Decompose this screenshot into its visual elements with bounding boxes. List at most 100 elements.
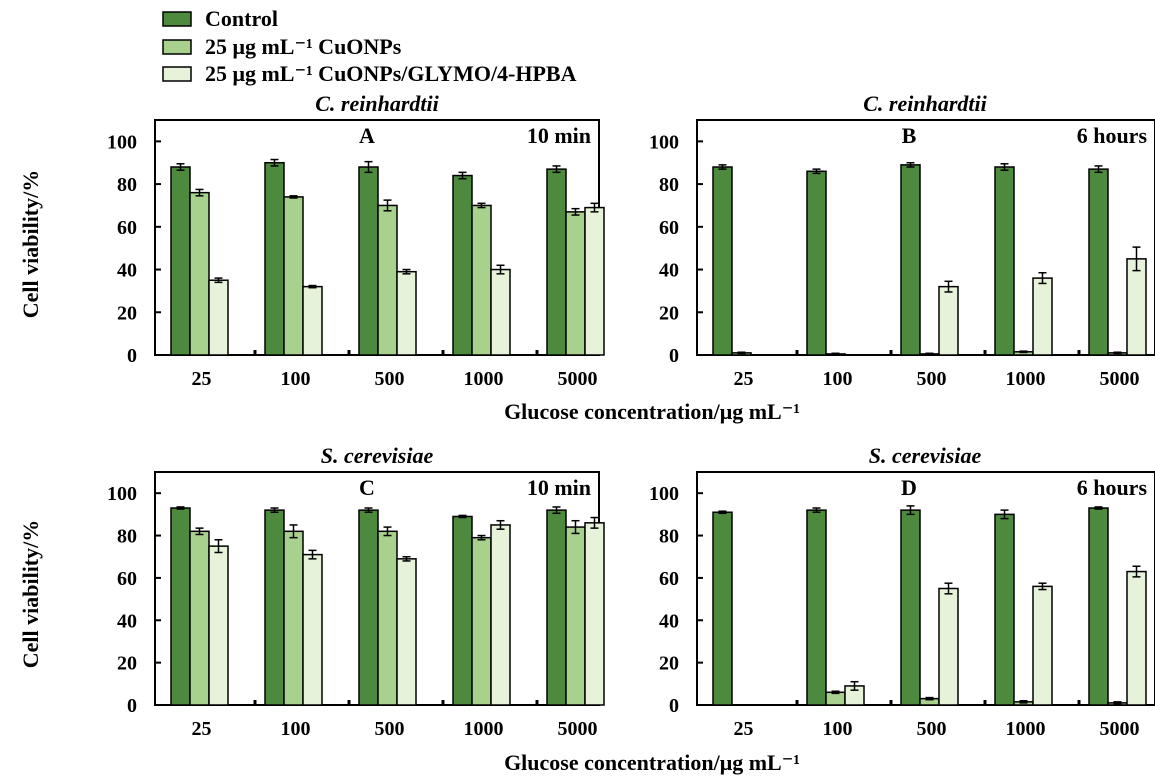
panel-title: S. cerevisiae xyxy=(869,443,982,468)
legend-swatch-cuonps-glymo xyxy=(162,66,192,82)
legend-label-control: Control xyxy=(205,6,278,31)
time-label: 6 hours xyxy=(1077,123,1148,148)
panels: C. reinhardtii A 10 min 0 20 40 60 80 100 25 100 50… xyxy=(107,91,1155,740)
bar xyxy=(452,174,473,356)
x-tick-label: 25 xyxy=(192,718,212,740)
bar xyxy=(490,524,511,706)
bar xyxy=(302,285,323,356)
panel-title: C. reinhardtii xyxy=(315,91,439,116)
bar xyxy=(358,166,379,356)
panel-title: S. cerevisiae xyxy=(321,443,434,468)
y-tick-label: 80 xyxy=(659,526,679,548)
panel-letter: B xyxy=(902,123,917,148)
bar xyxy=(1126,570,1147,706)
bar xyxy=(1088,168,1109,356)
bar xyxy=(358,509,379,706)
x-tick-label: 1000 xyxy=(1006,368,1046,390)
bar xyxy=(1126,258,1147,356)
y-tick-label: 80 xyxy=(117,526,137,548)
panel-letter: A xyxy=(359,123,375,148)
x-tick-label: 500 xyxy=(375,718,405,740)
bar xyxy=(189,530,210,706)
x-tick-label: 25 xyxy=(734,718,754,740)
x-tick-label: 100 xyxy=(823,718,853,740)
bar xyxy=(584,206,605,356)
x-tick-label: 25 xyxy=(192,368,212,390)
legend: Control 25 μg mL⁻¹ CuONPs 25 μg mL⁻¹ CuO… xyxy=(162,6,577,86)
plot-frame xyxy=(696,119,1155,356)
bar xyxy=(264,161,285,356)
x-tick-label: 5000 xyxy=(1100,368,1140,390)
bar xyxy=(170,507,191,706)
legend-swatch-control xyxy=(162,11,192,27)
bar xyxy=(546,168,567,356)
panel-c: S. cerevisiae C 10 min 0 20 40 60 80 100 25 100 500… xyxy=(107,443,605,740)
y-tick-label: 60 xyxy=(659,217,679,239)
x-tick-label: 100 xyxy=(823,368,853,390)
legend-label-cuonps: 25 μg mL⁻¹ CuONPs xyxy=(205,34,402,59)
time-label: 6 hours xyxy=(1077,475,1148,500)
bar xyxy=(994,513,1015,706)
time-label: 10 min xyxy=(527,475,591,500)
bar xyxy=(377,530,398,706)
bar xyxy=(806,509,827,706)
panel-letter: D xyxy=(901,475,917,500)
bar xyxy=(900,509,921,706)
y-axis-label-top: Cell viability/% xyxy=(18,170,43,319)
bar xyxy=(938,285,959,356)
y-tick-label: 20 xyxy=(659,653,679,675)
y-tick-label: 60 xyxy=(659,568,679,590)
y-tick-label: 0 xyxy=(127,345,137,367)
y-tick-label: 100 xyxy=(649,131,679,153)
y-tick-label: 40 xyxy=(117,610,137,632)
bar xyxy=(806,170,827,356)
bar xyxy=(396,558,417,706)
y-tick-label: 40 xyxy=(659,610,679,632)
bar xyxy=(565,211,586,356)
y-tick-label: 100 xyxy=(107,483,137,505)
bar xyxy=(170,166,191,356)
plot-frame xyxy=(696,471,1155,706)
bar xyxy=(189,191,210,356)
bar xyxy=(471,204,492,356)
bar xyxy=(264,509,285,706)
y-tick-label: 0 xyxy=(669,695,679,717)
bar xyxy=(283,196,304,356)
panel-d: S. cerevisiae D 6 hours 0 20 40 60 80 100 25 100 50… xyxy=(649,443,1155,740)
x-tick-label: 500 xyxy=(375,368,405,390)
bar xyxy=(565,526,586,706)
time-label: 10 min xyxy=(527,123,591,148)
bar xyxy=(471,536,492,706)
panel-letter: C xyxy=(359,475,375,500)
y-tick-label: 100 xyxy=(649,483,679,505)
bar xyxy=(1032,585,1053,706)
bar xyxy=(208,545,229,706)
y-tick-label: 0 xyxy=(127,695,137,717)
bar xyxy=(452,515,473,706)
x-tick-label: 500 xyxy=(917,368,947,390)
x-tick-label: 1000 xyxy=(1006,718,1046,740)
y-tick-label: 0 xyxy=(669,345,679,367)
y-tick-label: 20 xyxy=(659,302,679,324)
y-tick-label: 60 xyxy=(117,217,137,239)
x-tick-label: 5000 xyxy=(558,718,598,740)
x-tick-label: 5000 xyxy=(1100,718,1140,740)
bar xyxy=(208,279,229,356)
panel-a: C. reinhardtii A 10 min 0 20 40 60 80 100 25 100 50… xyxy=(107,91,605,390)
y-tick-label: 80 xyxy=(117,174,137,196)
bar xyxy=(546,509,567,706)
bar xyxy=(584,522,605,706)
y-tick-label: 80 xyxy=(659,174,679,196)
panel-b: C. reinhardtii B 6 hours 0 20 40 60 80 100 25 100 5… xyxy=(649,91,1155,390)
x-tick-label: 100 xyxy=(281,718,311,740)
bar xyxy=(938,587,959,706)
panel-title: C. reinhardtii xyxy=(863,91,987,116)
x-tick-label: 100 xyxy=(281,368,311,390)
bar xyxy=(712,511,733,706)
bar xyxy=(1088,507,1109,706)
x-axis-label-top: Glucose concentration/μg mL⁻¹ xyxy=(504,399,800,424)
bar xyxy=(900,164,921,356)
legend-label-cuonps-glymo: 25 μg mL⁻¹ CuONPs/GLYMO/4-HPBA xyxy=(205,61,577,86)
bar xyxy=(396,270,417,356)
bar xyxy=(712,166,733,356)
